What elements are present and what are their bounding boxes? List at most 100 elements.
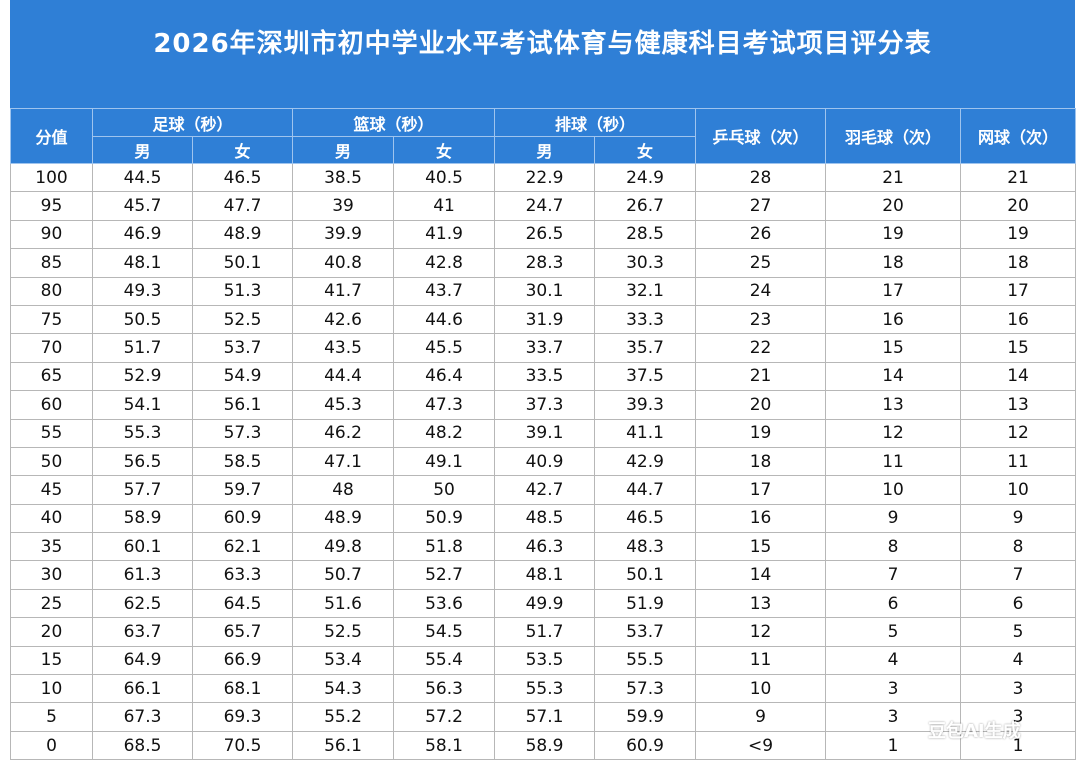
cell-score: 65 bbox=[10, 361, 93, 392]
cell-football-female: 46.5 bbox=[191, 162, 294, 193]
cell-football-female: 51.3 bbox=[191, 276, 294, 306]
cell-badminton: 1 bbox=[825, 730, 962, 761]
cell-basketball-male: 54.3 bbox=[292, 674, 395, 704]
cell-score: 90 bbox=[10, 219, 93, 250]
cell-football-female: 65.7 bbox=[191, 617, 294, 647]
cell-badminton: 20 bbox=[825, 191, 962, 221]
table-row: 50 56.5 58.5 47.1 49.1 40.9 42.9 18 11 11 bbox=[10, 446, 1077, 477]
cell-basketball-female: 42.8 bbox=[393, 248, 496, 278]
cell-volleyball-female: 26.7 bbox=[594, 191, 697, 221]
cell-basketball-male: 41.7 bbox=[292, 276, 395, 306]
table-row: 10 66.1 68.1 54.3 56.3 55.3 57.3 10 3 3 bbox=[10, 674, 1077, 704]
header-badminton: 羽毛球（次） bbox=[825, 108, 962, 164]
cell-basketball-female: 50.9 bbox=[393, 503, 496, 534]
cell-football-female: 69.3 bbox=[191, 702, 294, 732]
cell-basketball-female: 41.9 bbox=[393, 219, 496, 250]
cell-tennis: 15 bbox=[960, 333, 1077, 363]
cell-score: 70 bbox=[10, 333, 93, 363]
cell-football-male: 66.1 bbox=[92, 674, 193, 704]
cell-football-male: 62.5 bbox=[92, 588, 193, 619]
cell-score: 10 bbox=[10, 674, 93, 704]
cell-badminton: 18 bbox=[825, 248, 962, 278]
cell-tabletennis: 26 bbox=[695, 219, 827, 250]
cell-tabletennis: 17 bbox=[695, 475, 827, 505]
cell-volleyball-female: 59.9 bbox=[594, 702, 697, 732]
cell-tabletennis: 13 bbox=[695, 588, 827, 619]
cell-football-female: 62.1 bbox=[191, 532, 294, 562]
cell-volleyball-female: 35.7 bbox=[594, 333, 697, 363]
cell-tabletennis: 19 bbox=[695, 418, 827, 448]
cell-basketball-female: 43.7 bbox=[393, 276, 496, 306]
cell-volleyball-female: 37.5 bbox=[594, 361, 697, 392]
cell-football-female: 63.3 bbox=[191, 560, 294, 590]
cell-tabletennis: 23 bbox=[695, 304, 827, 335]
title-banner: 2026年深圳市初中学业水平考试体育与健康科目考试项目评分表 bbox=[10, 0, 1075, 108]
cell-football-male: 63.7 bbox=[92, 617, 193, 647]
cell-football-male: 60.1 bbox=[92, 532, 193, 562]
cell-tabletennis: 9 bbox=[695, 702, 827, 732]
cell-basketball-male: 46.2 bbox=[292, 418, 395, 448]
cell-volleyball-female: 57.3 bbox=[594, 674, 697, 704]
table-row: 35 60.1 62.1 49.8 51.8 46.3 48.3 15 8 8 bbox=[10, 532, 1077, 562]
cell-tabletennis: 14 bbox=[695, 560, 827, 590]
cell-tennis: 1 bbox=[960, 730, 1077, 761]
cell-tennis: 4 bbox=[960, 645, 1077, 676]
header-basketball: 篮球（秒） bbox=[292, 108, 496, 137]
cell-football-male: 56.5 bbox=[92, 446, 193, 477]
cell-tennis: 3 bbox=[960, 674, 1077, 704]
table-row: 0 68.5 70.5 56.1 58.1 58.9 60.9 <9 1 1 bbox=[10, 730, 1077, 761]
cell-volleyball-male: 53.5 bbox=[494, 645, 596, 676]
table-body: 100 44.5 46.5 38.5 40.5 22.9 24.9 28 21 21 95 45.7 4… bbox=[10, 162, 1077, 761]
cell-football-male: 51.7 bbox=[92, 333, 193, 363]
cell-tabletennis: 20 bbox=[695, 390, 827, 420]
header-tennis: 网球（次） bbox=[960, 108, 1077, 164]
cell-basketball-male: 51.6 bbox=[292, 588, 395, 619]
cell-basketball-male: 48 bbox=[292, 475, 395, 505]
cell-badminton: 13 bbox=[825, 390, 962, 420]
cell-tabletennis: <9 bbox=[695, 730, 827, 761]
cell-volleyball-female: 33.3 bbox=[594, 304, 697, 335]
table-row: 45 57.7 59.7 48 50 42.7 44.7 17 10 10 bbox=[10, 475, 1077, 505]
cell-score: 55 bbox=[10, 418, 93, 448]
cell-volleyball-female: 48.3 bbox=[594, 532, 697, 562]
cell-football-male: 68.5 bbox=[92, 730, 193, 761]
table-row: 75 50.5 52.5 42.6 44.6 31.9 33.3 23 16 16 bbox=[10, 304, 1077, 335]
cell-football-male: 54.1 bbox=[92, 390, 193, 420]
table-row: 60 54.1 56.1 45.3 47.3 37.3 39.3 20 13 13 bbox=[10, 390, 1077, 420]
cell-football-female: 56.1 bbox=[191, 390, 294, 420]
cell-football-female: 54.9 bbox=[191, 361, 294, 392]
cell-basketball-female: 45.5 bbox=[393, 333, 496, 363]
cell-badminton: 9 bbox=[825, 503, 962, 534]
cell-volleyball-male: 24.7 bbox=[494, 191, 596, 221]
cell-volleyball-male: 48.1 bbox=[494, 560, 596, 590]
cell-football-male: 57.7 bbox=[92, 475, 193, 505]
page-title: 2026年深圳市初中学业水平考试体育与健康科目考试项目评分表 bbox=[153, 28, 932, 59]
cell-volleyball-female: 50.1 bbox=[594, 560, 697, 590]
cell-badminton: 8 bbox=[825, 532, 962, 562]
cell-tabletennis: 24 bbox=[695, 276, 827, 306]
header-score: 分值 bbox=[10, 108, 93, 164]
header-basketball-male: 男 bbox=[292, 136, 395, 164]
cell-tennis: 17 bbox=[960, 276, 1077, 306]
cell-volleyball-female: 30.3 bbox=[594, 248, 697, 278]
cell-score: 50 bbox=[10, 446, 93, 477]
cell-football-male: 67.3 bbox=[92, 702, 193, 732]
cell-football-male: 58.9 bbox=[92, 503, 193, 534]
cell-tennis: 21 bbox=[960, 162, 1077, 193]
cell-football-male: 45.7 bbox=[92, 191, 193, 221]
cell-volleyball-female: 53.7 bbox=[594, 617, 697, 647]
cell-tennis: 14 bbox=[960, 361, 1077, 392]
cell-football-female: 70.5 bbox=[191, 730, 294, 761]
cell-volleyball-male: 39.1 bbox=[494, 418, 596, 448]
cell-basketball-male: 39 bbox=[292, 191, 395, 221]
table-row: 90 46.9 48.9 39.9 41.9 26.5 28.5 26 19 19 bbox=[10, 219, 1077, 250]
cell-football-female: 64.5 bbox=[191, 588, 294, 619]
cell-badminton: 3 bbox=[825, 674, 962, 704]
cell-badminton: 16 bbox=[825, 304, 962, 335]
cell-basketball-female: 49.1 bbox=[393, 446, 496, 477]
cell-basketball-female: 50 bbox=[393, 475, 496, 505]
cell-volleyball-female: 44.7 bbox=[594, 475, 697, 505]
cell-volleyball-male: 30.1 bbox=[494, 276, 596, 306]
cell-tennis: 11 bbox=[960, 446, 1077, 477]
cell-tabletennis: 18 bbox=[695, 446, 827, 477]
